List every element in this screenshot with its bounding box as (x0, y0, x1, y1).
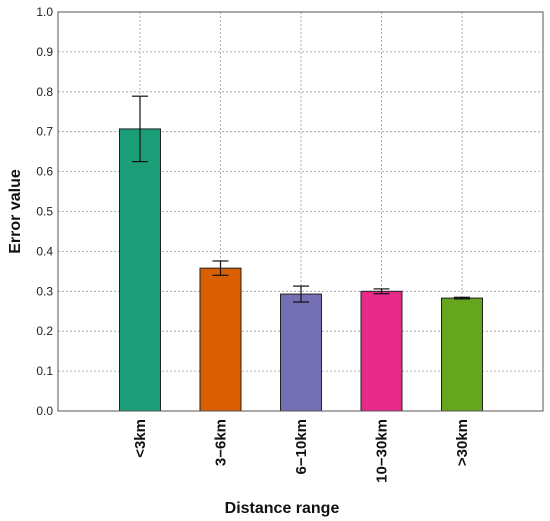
x-tick-labels: <3km 3−6km 6−10km 10−30km >30km (132, 419, 471, 483)
bar (199, 267, 242, 412)
y-tick-label: 0.9 (36, 45, 53, 59)
y-tick-label: 1.0 (36, 5, 53, 19)
y-tick-label: 0.0 (36, 404, 53, 418)
y-tick-label: 0.6 (36, 165, 53, 179)
bar (280, 293, 322, 412)
plot-frame (57, 11, 544, 412)
bars (119, 128, 483, 412)
y-tick-label: 0.2 (36, 324, 53, 338)
x-axis-title: Distance range (225, 500, 340, 517)
y-axis-title: Error value (7, 169, 24, 254)
y-tick-label: 0.4 (36, 244, 53, 258)
y-tick-label: 0.1 (36, 364, 53, 378)
bar (441, 297, 483, 412)
bar (360, 290, 403, 412)
error-bars (132, 95, 470, 303)
y-tick-label: 0.8 (36, 85, 53, 99)
x-tick-label: 10−30km (374, 419, 391, 483)
x-tick-label: 3−6km (213, 419, 230, 466)
y-tick-label: 0.5 (36, 205, 53, 219)
bar (119, 128, 161, 412)
x-tick-label: 6−10km (293, 419, 310, 474)
y-tick-labels: 0.0 0.1 0.2 0.3 0.4 0.5 0.6 0.7 0.8 0.9 1.0 (36, 5, 53, 418)
x-tick-label: >30km (454, 419, 471, 466)
x-tick-label: <3km (132, 419, 149, 458)
y-tick-label: 0.3 (36, 284, 53, 298)
y-tick-label: 0.7 (36, 125, 53, 139)
